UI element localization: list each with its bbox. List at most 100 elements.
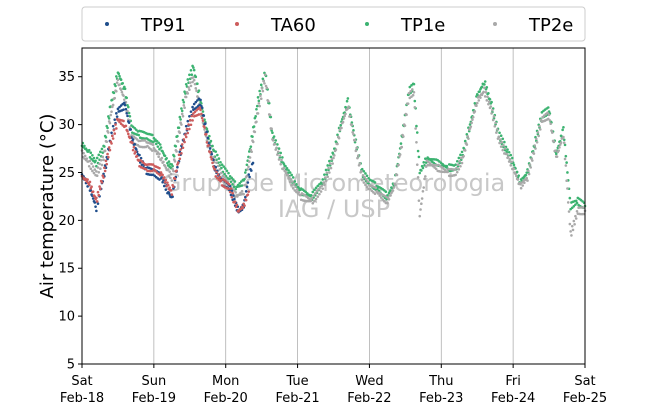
data-point (115, 75, 118, 78)
data-point (408, 85, 412, 89)
data-point (418, 214, 422, 218)
data-point (251, 135, 254, 138)
data-point (458, 159, 461, 163)
data-point (373, 181, 377, 184)
data-point (463, 149, 467, 152)
data-point (412, 90, 416, 94)
data-point (314, 186, 318, 190)
data-point (422, 161, 426, 164)
data-point (465, 143, 469, 146)
data-point (243, 204, 246, 207)
data-point (316, 195, 320, 198)
data-point (192, 78, 196, 82)
data-point (323, 183, 326, 187)
data-point (299, 193, 302, 197)
data-point (247, 173, 251, 176)
data-point (498, 131, 501, 135)
data-point (334, 148, 338, 152)
data-point (189, 68, 193, 72)
data-point (488, 97, 492, 101)
data-point (546, 111, 549, 115)
data-point (384, 190, 388, 193)
data-point (178, 115, 182, 119)
data-point (454, 173, 457, 177)
x-tick-label-day: Sat (71, 374, 92, 389)
data-point (158, 166, 161, 170)
data-point (455, 159, 459, 163)
data-point (310, 196, 314, 200)
data-point (274, 139, 278, 142)
data-point (365, 185, 369, 189)
data-point (532, 152, 536, 155)
data-point (166, 181, 169, 184)
data-point (132, 145, 136, 149)
data-point (192, 102, 196, 106)
data-point (311, 201, 315, 205)
data-point (292, 182, 296, 186)
data-point (232, 178, 235, 181)
data-point (98, 162, 101, 166)
data-point (284, 164, 287, 168)
data-point (317, 188, 320, 191)
data-point (495, 131, 498, 134)
data-point (291, 187, 295, 190)
data-point (406, 102, 410, 105)
data-point (190, 73, 194, 77)
watermark-line-2: IAG / USP (278, 195, 390, 223)
data-point (232, 194, 235, 197)
data-point (499, 134, 503, 137)
legend-marker (365, 22, 369, 26)
data-point (91, 169, 94, 173)
data-point (170, 193, 174, 196)
data-point (97, 170, 101, 174)
data-point (314, 197, 318, 201)
data-point (397, 163, 400, 167)
data-point (316, 184, 320, 188)
data-point (320, 184, 324, 188)
data-point (163, 154, 167, 158)
data-point (107, 155, 110, 159)
data-point (124, 107, 128, 111)
data-point (220, 171, 223, 175)
data-point (402, 135, 405, 138)
data-point (348, 114, 352, 118)
data-point (115, 112, 118, 115)
data-point (509, 164, 513, 167)
data-point (192, 76, 195, 79)
gridlines (81, 48, 586, 364)
data-point (403, 124, 407, 127)
data-point (552, 140, 556, 143)
data-point (512, 167, 516, 171)
data-point (252, 125, 256, 128)
y-tick-label: 15 (58, 262, 75, 277)
data-point (100, 181, 104, 184)
data-point (326, 175, 330, 179)
data-point (491, 108, 494, 112)
data-point (354, 149, 358, 153)
data-point (115, 81, 119, 84)
data-point (343, 114, 346, 118)
data-point (411, 93, 415, 97)
data-point (255, 107, 258, 111)
data-point (196, 99, 199, 102)
data-point (118, 120, 121, 124)
data-point (205, 139, 209, 142)
data-point (200, 116, 204, 120)
data-point (346, 97, 350, 100)
data-point (487, 100, 491, 103)
data-point (228, 174, 232, 178)
data-point (228, 177, 231, 181)
data-point (566, 201, 570, 204)
data-point (248, 156, 252, 159)
data-point (338, 128, 342, 132)
data-point (104, 159, 108, 163)
data-point (535, 137, 538, 141)
y-axis: 5 10 15 20 25 30 35 (58, 70, 82, 373)
watermark: Grupo de Micrometeorologia IAG / USP (163, 169, 505, 223)
y-axis-label: Air temperature (°C) (37, 114, 58, 299)
legend-marker (235, 22, 239, 26)
data-point (555, 155, 559, 158)
data-point (383, 200, 386, 203)
data-point (161, 173, 164, 177)
data-point (275, 146, 278, 150)
